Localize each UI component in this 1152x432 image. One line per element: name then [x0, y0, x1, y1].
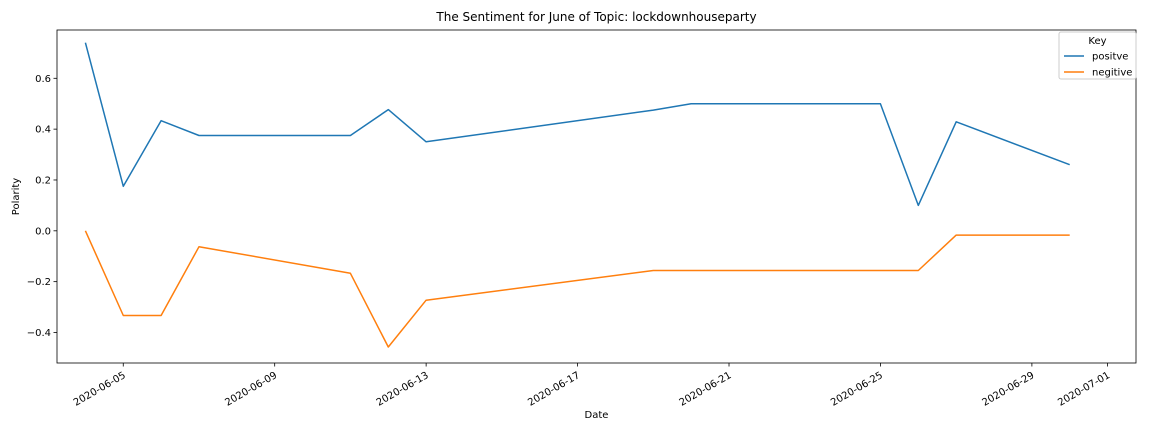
y-tick-label: 0.4 [35, 125, 51, 136]
x-axis-label: Date [585, 410, 609, 421]
legend-entry-label: negitive [1092, 68, 1132, 79]
plot-frame [56, 29, 1137, 364]
plot-area [56, 29, 1137, 364]
x-tick-label: 2020-06-17 [526, 370, 582, 409]
legend-title: Key [1088, 36, 1106, 47]
x-tick-label: 2020-06-09 [223, 370, 279, 409]
y-tick-label: 0.6 [35, 74, 51, 85]
legend-box [1058, 31, 1137, 80]
series-line-positve [84, 42, 1070, 207]
y-tick-label: −0.4 [27, 328, 51, 339]
x-tick-label: 2020-06-05 [72, 370, 128, 409]
y-axis: 0.6 0.4 0.2 0.0 −0.2 −0.4 [27, 74, 57, 339]
y-tick-label: 0.0 [35, 226, 51, 237]
x-tick-label: 2020-06-21 [678, 370, 734, 409]
x-tick-label: 2020-06-25 [829, 370, 885, 409]
y-tick-label: 0.2 [35, 175, 51, 186]
series-lines [84, 42, 1070, 348]
chart-title: The Sentiment for June of Topic: lockdow… [435, 10, 756, 24]
x-tick-label: 2020-07-01 [1056, 370, 1112, 409]
legend-entry-label: positve [1092, 52, 1128, 63]
x-tick-label: 2020-06-13 [375, 370, 431, 409]
y-tick-label: −0.2 [27, 277, 51, 288]
legend: Key positve negitive [1058, 31, 1137, 80]
y-axis-label: Polarity [11, 178, 22, 216]
series-line-negitive [84, 230, 1070, 348]
x-tick-label: 2020-06-29 [981, 370, 1037, 409]
x-axis: 2020-06-05 2020-06-09 2020-06-13 2020-06-17… [72, 363, 1112, 409]
